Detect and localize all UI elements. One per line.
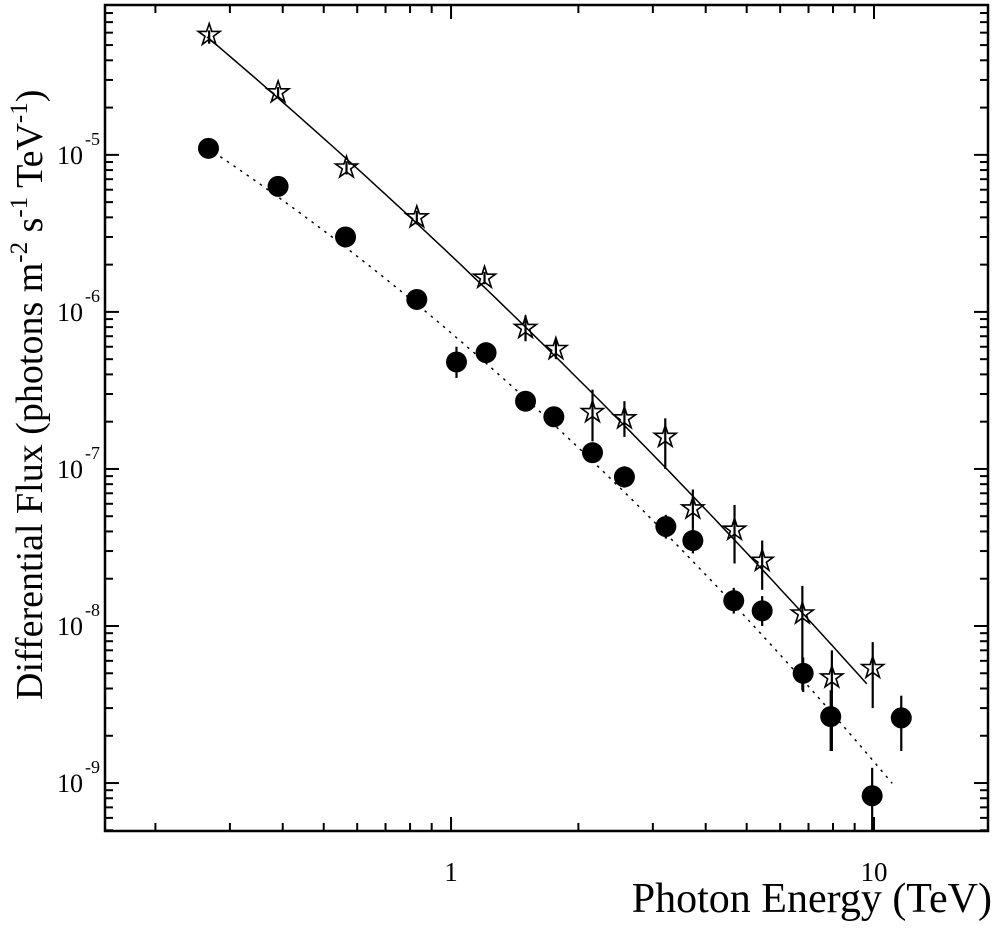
circle-marker [197,137,219,159]
circle-marker [406,288,428,310]
axis-titles: Photon Energy (TeV) Differential Flux (p… [6,90,992,922]
x-tick-label: 1 [444,857,458,887]
star-marker [264,78,292,104]
axis-ticks [105,4,988,832]
circle-marker [582,442,604,464]
star-marker [748,546,776,573]
circle-marker [475,342,497,364]
error-bars [207,30,903,831]
circle-marker [751,600,773,622]
star-marker [679,494,707,520]
star-fit-line [206,36,868,685]
circle-marker [445,351,467,373]
star-marker [195,20,223,47]
y-tick-label: 10-8 [57,600,100,641]
tick-labels: 1 10 10-5 10-6 10-7 10-8 10-9 [57,129,888,887]
circle-marker [335,226,357,248]
star-marker [818,663,846,689]
circle-fit-line [206,147,893,784]
plot-frame [103,3,990,833]
circle-marker [820,706,842,728]
y-tick-label: 10-7 [57,443,100,484]
circle-marker [861,785,883,807]
circle-marker [613,466,635,488]
circle-marker [543,406,565,428]
star-marker [542,335,570,361]
star-marker [651,422,679,449]
star-marker [512,313,539,340]
circle-marker [890,707,912,729]
star-marker [403,203,431,229]
star-marker [721,515,748,542]
star-marker [333,153,360,179]
star-marker [788,599,816,626]
y-tick-label: 10-9 [57,757,100,798]
circle-marker [515,390,537,412]
plot-border [103,3,990,833]
star-marker [859,653,887,680]
circle-marker [792,662,814,684]
x-tick-label: 10 [861,857,888,887]
circle-marker [267,175,289,197]
y-axis-title: Differential Flux (photons m-2 s-1 TeV-1… [6,90,51,700]
y-tick-label: 10-6 [57,286,100,327]
data-markers [195,20,912,807]
x-axis-title: Photon Energy (TeV) [632,876,992,922]
circle-marker [723,590,745,612]
star-marker [611,404,638,430]
y-tick-label: 10-5 [57,129,100,170]
circle-marker [682,530,704,552]
star-marker [579,398,606,424]
star-marker [471,263,498,290]
circle-marker [655,516,677,538]
